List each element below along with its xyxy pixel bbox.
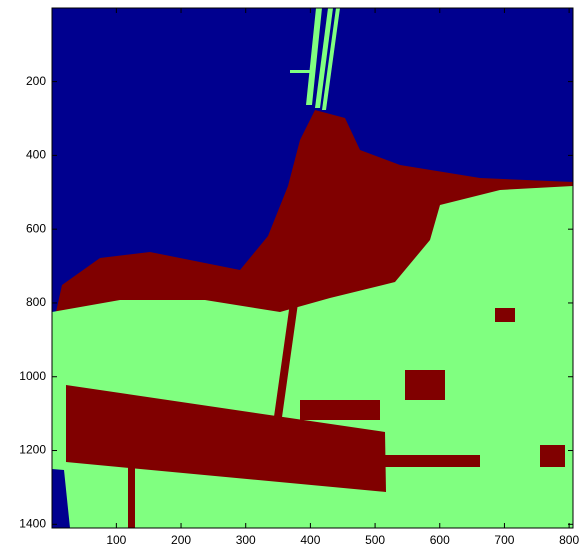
x-tick-label: 300	[236, 533, 256, 547]
patch	[495, 308, 515, 322]
patch	[300, 400, 380, 420]
pier	[290, 70, 312, 73]
road	[128, 450, 135, 530]
y-tick-label: 1000	[19, 369, 46, 383]
x-tick-label: 700	[494, 533, 514, 547]
page: {"chart_data": {"type": "image", "xlim":…	[0, 0, 581, 551]
y-tick-label: 400	[26, 148, 46, 162]
x-tick-label: 100	[106, 533, 126, 547]
chart: 100 200 300 400 500 600 700 800 200 400 600 800 1000…	[0, 0, 581, 551]
y-tick-label: 800	[26, 295, 46, 309]
y-tick-label: 1200	[19, 443, 46, 457]
x-tick-label: 500	[365, 533, 385, 547]
y-tick-label: 1400	[19, 516, 46, 530]
road	[385, 455, 480, 467]
x-tick-label: 200	[171, 533, 191, 547]
patch	[405, 370, 445, 400]
y-tick-label: 200	[26, 74, 46, 88]
x-tick-label: 600	[430, 533, 450, 547]
x-tick-label: 800	[559, 533, 579, 547]
x-tick-label: 400	[300, 533, 320, 547]
patch	[540, 445, 565, 467]
image	[40, 8, 573, 530]
y-tick-label: 600	[26, 221, 46, 235]
